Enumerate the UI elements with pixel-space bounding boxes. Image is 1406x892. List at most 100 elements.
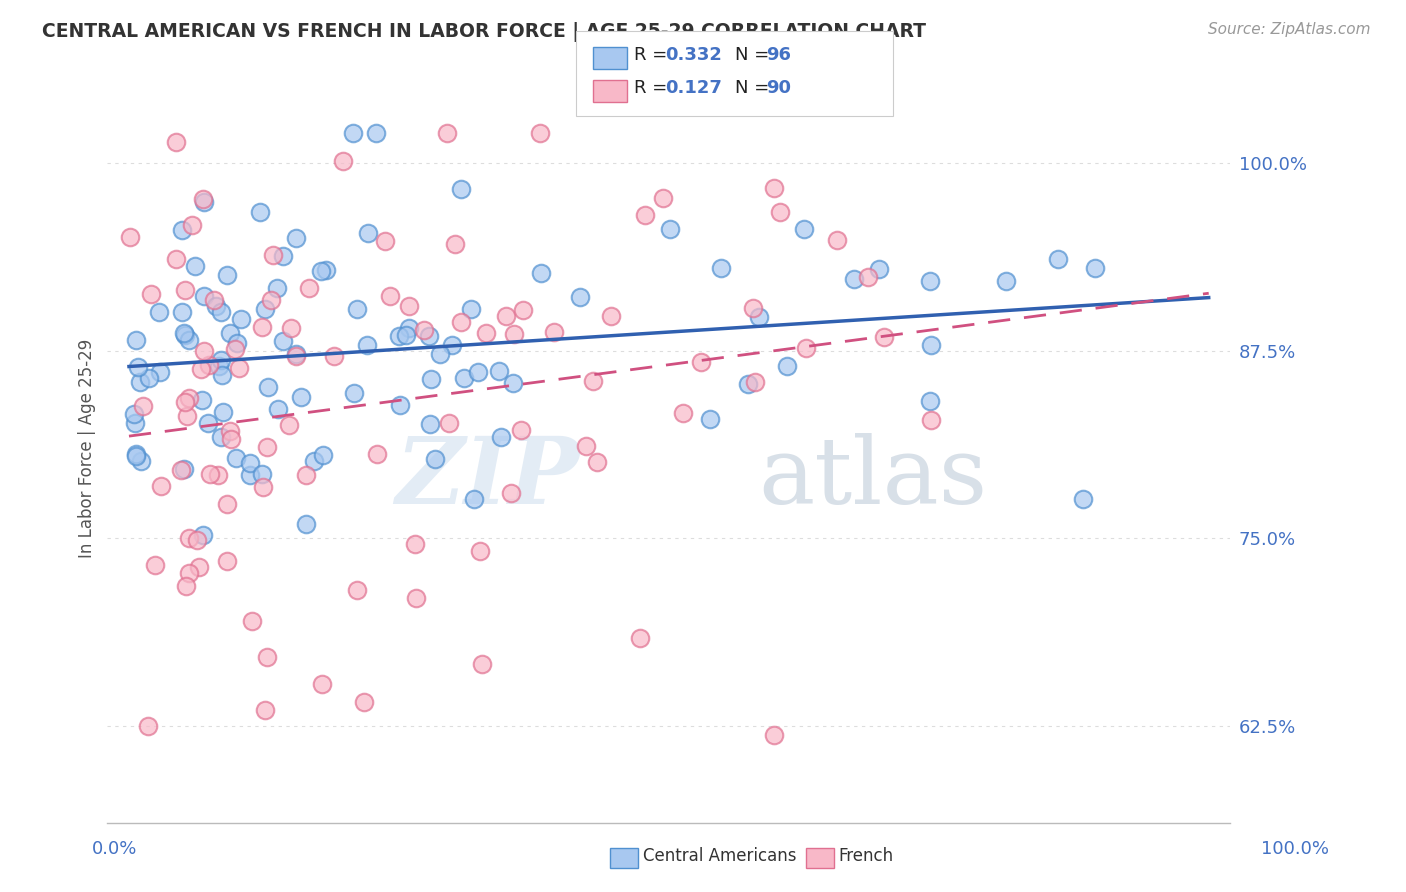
Point: [404, 537, 426, 551]
Point: [138, 371, 160, 385]
Point: [856, 269, 879, 284]
Point: [225, 336, 247, 351]
Point: [502, 327, 524, 342]
Point: [209, 430, 232, 444]
Point: [429, 347, 451, 361]
Point: [413, 323, 436, 337]
Point: [138, 718, 160, 732]
Point: [128, 375, 150, 389]
Point: [273, 334, 295, 349]
Point: [209, 305, 232, 319]
Point: [450, 315, 472, 329]
Point: [179, 531, 201, 545]
Point: [207, 467, 229, 482]
Point: [495, 309, 517, 323]
Point: [1084, 260, 1107, 275]
Point: [211, 404, 233, 418]
Point: [420, 372, 443, 386]
Point: [193, 194, 215, 209]
Point: [444, 236, 467, 251]
Point: [468, 543, 491, 558]
Point: [748, 310, 770, 325]
Y-axis label: In Labor Force | Age 25-29: In Labor Force | Age 25-29: [79, 339, 96, 558]
Point: [398, 321, 420, 335]
Point: [209, 352, 232, 367]
Point: [252, 480, 274, 494]
Point: [419, 417, 441, 432]
Point: [471, 657, 494, 671]
Point: [737, 376, 759, 391]
Point: [219, 424, 242, 438]
Point: [332, 153, 354, 168]
Point: [827, 233, 849, 247]
Point: [228, 361, 250, 376]
Point: [294, 517, 316, 532]
Point: [225, 450, 247, 465]
Point: [273, 249, 295, 263]
Point: [148, 304, 170, 318]
Point: [868, 262, 890, 277]
Point: [181, 218, 204, 232]
Point: [219, 432, 242, 446]
Point: [543, 326, 565, 340]
Text: ZIP: ZIP: [395, 434, 579, 524]
Text: 0.127: 0.127: [665, 79, 721, 97]
Point: [174, 579, 197, 593]
Point: [125, 450, 148, 464]
Point: [122, 408, 145, 422]
Point: [218, 326, 240, 341]
Point: [193, 344, 215, 359]
Point: [312, 448, 335, 462]
Point: [628, 632, 651, 646]
Point: [198, 467, 221, 481]
Point: [190, 362, 212, 376]
Point: [191, 528, 214, 542]
Point: [796, 341, 818, 355]
Point: [488, 364, 510, 378]
Point: [211, 368, 233, 382]
Point: [920, 337, 942, 351]
Point: [450, 182, 472, 196]
Point: [475, 326, 498, 340]
Point: [575, 439, 598, 453]
Point: [285, 230, 308, 244]
Point: [266, 281, 288, 295]
Point: [256, 650, 278, 665]
Point: [165, 136, 187, 150]
Point: [436, 126, 458, 140]
Point: [364, 126, 387, 140]
Point: [170, 463, 193, 477]
Point: [176, 409, 198, 424]
Point: [844, 271, 866, 285]
Point: [124, 447, 146, 461]
Point: [744, 376, 766, 390]
Point: [529, 126, 551, 140]
Text: 100.0%: 100.0%: [1261, 840, 1329, 858]
Point: [170, 222, 193, 236]
Point: [208, 359, 231, 374]
Point: [165, 252, 187, 267]
Point: [357, 227, 380, 241]
Point: [262, 248, 284, 262]
Text: 96: 96: [766, 46, 792, 64]
Point: [250, 467, 273, 482]
Point: [124, 333, 146, 347]
Point: [202, 293, 225, 307]
Point: [217, 554, 239, 568]
Point: [256, 440, 278, 454]
Point: [388, 329, 411, 343]
Point: [769, 205, 792, 219]
Point: [581, 375, 603, 389]
Point: [267, 402, 290, 417]
Point: [453, 371, 475, 385]
Point: [184, 259, 207, 273]
Point: [742, 301, 765, 316]
Point: [395, 328, 418, 343]
Point: [380, 289, 402, 303]
Point: [254, 301, 277, 316]
Point: [710, 260, 733, 275]
Point: [569, 290, 592, 304]
Point: [139, 286, 162, 301]
Point: [762, 728, 785, 742]
Point: [530, 266, 553, 280]
